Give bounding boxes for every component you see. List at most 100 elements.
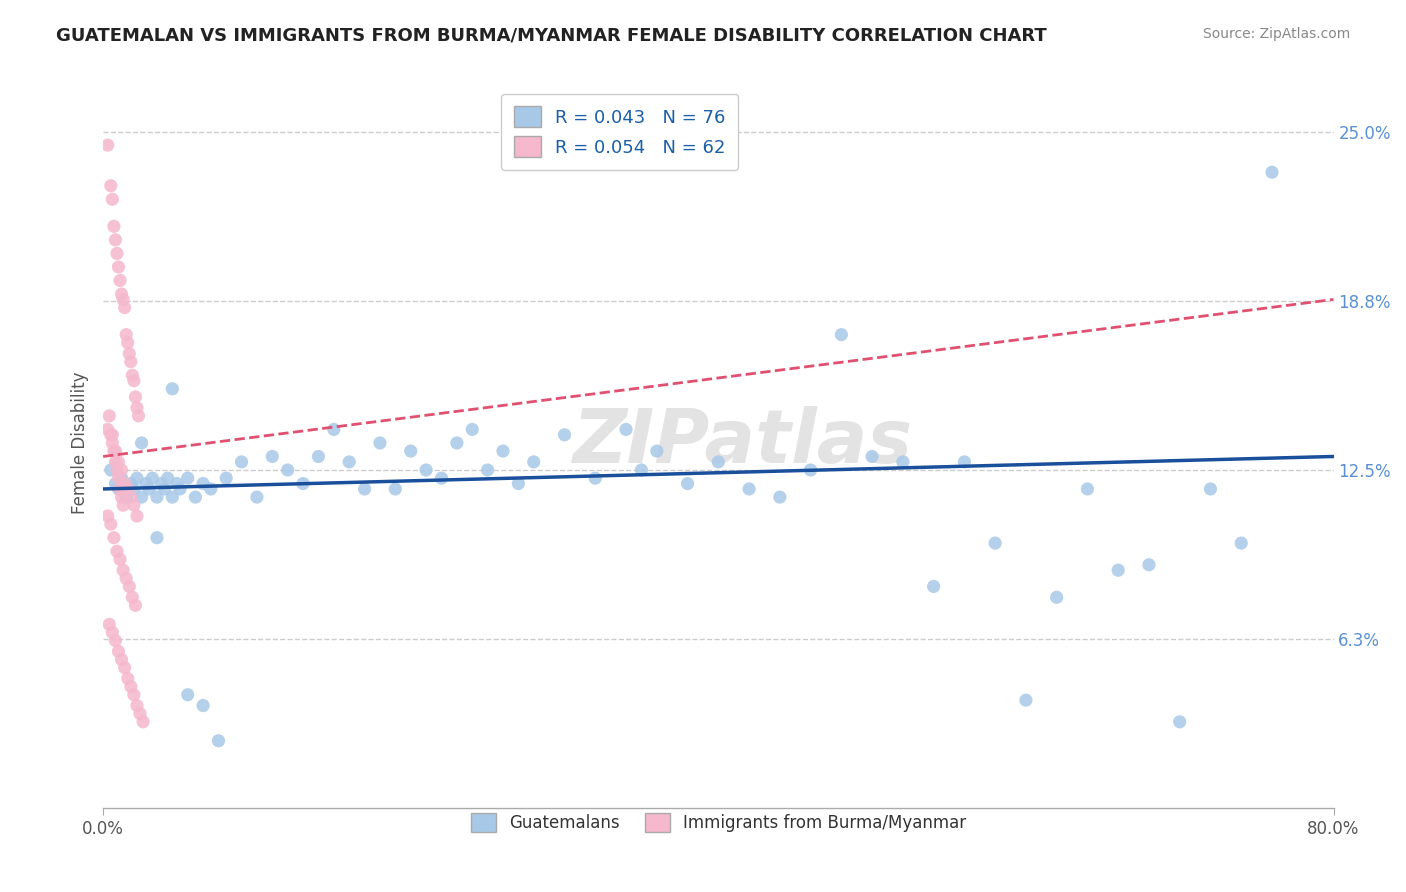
- Point: [132, 714, 155, 729]
- Point: [399, 444, 422, 458]
- Point: [115, 571, 138, 585]
- Point: [101, 625, 124, 640]
- Point: [110, 490, 132, 504]
- Point: [120, 355, 142, 369]
- Point: [150, 476, 173, 491]
- Point: [246, 490, 269, 504]
- Point: [122, 482, 145, 496]
- Point: [368, 436, 391, 450]
- Point: [1199, 482, 1222, 496]
- Point: [104, 633, 127, 648]
- Point: [583, 471, 606, 485]
- Point: [953, 455, 976, 469]
- Point: [125, 698, 148, 713]
- Point: [614, 422, 637, 436]
- Point: [107, 482, 129, 496]
- Point: [117, 672, 139, 686]
- Point: [162, 382, 184, 396]
- Point: [153, 482, 176, 496]
- Point: [738, 482, 761, 496]
- Legend: Guatemalans, Immigrants from Burma/Myanmar: Guatemalans, Immigrants from Burma/Myanm…: [458, 801, 977, 844]
- Point: [860, 450, 883, 464]
- Point: [461, 422, 484, 436]
- Point: [122, 498, 145, 512]
- Point: [1230, 536, 1253, 550]
- Point: [1046, 591, 1069, 605]
- Point: [125, 401, 148, 415]
- Point: [1076, 482, 1098, 496]
- Point: [277, 463, 299, 477]
- Point: [101, 192, 124, 206]
- Point: [97, 138, 120, 153]
- Point: [384, 482, 406, 496]
- Point: [191, 698, 214, 713]
- Point: [114, 476, 136, 491]
- Text: Source: ZipAtlas.com: Source: ZipAtlas.com: [1202, 27, 1350, 41]
- Point: [1137, 558, 1160, 572]
- Point: [207, 733, 229, 747]
- Y-axis label: Female Disability: Female Disability: [72, 372, 89, 514]
- Point: [104, 444, 127, 458]
- Point: [114, 660, 136, 674]
- Point: [492, 444, 515, 458]
- Point: [322, 422, 344, 436]
- Point: [118, 346, 141, 360]
- Text: ZIPatlas: ZIPatlas: [572, 407, 912, 479]
- Point: [922, 579, 945, 593]
- Point: [215, 471, 238, 485]
- Point: [630, 463, 652, 477]
- Point: [115, 490, 138, 504]
- Point: [118, 579, 141, 593]
- Point: [107, 644, 129, 658]
- Point: [112, 293, 135, 307]
- Point: [117, 335, 139, 350]
- Point: [891, 455, 914, 469]
- Point: [800, 463, 823, 477]
- Point: [141, 471, 163, 485]
- Point: [107, 455, 129, 469]
- Point: [477, 463, 499, 477]
- Point: [676, 476, 699, 491]
- Point: [114, 301, 136, 315]
- Point: [122, 374, 145, 388]
- Point: [100, 178, 122, 193]
- Point: [108, 552, 131, 566]
- Point: [156, 471, 179, 485]
- Point: [984, 536, 1007, 550]
- Point: [98, 409, 121, 423]
- Point: [105, 246, 128, 260]
- Point: [135, 476, 157, 491]
- Point: [191, 476, 214, 491]
- Point: [97, 422, 120, 436]
- Point: [122, 688, 145, 702]
- Point: [121, 591, 143, 605]
- Point: [108, 273, 131, 287]
- Point: [104, 476, 127, 491]
- Point: [110, 652, 132, 666]
- Point: [131, 490, 153, 504]
- Point: [769, 490, 792, 504]
- Point: [103, 444, 125, 458]
- Point: [1107, 563, 1129, 577]
- Point: [121, 368, 143, 383]
- Point: [707, 455, 730, 469]
- Point: [101, 427, 124, 442]
- Point: [125, 509, 148, 524]
- Point: [508, 476, 530, 491]
- Point: [124, 390, 146, 404]
- Point: [645, 444, 668, 458]
- Point: [415, 463, 437, 477]
- Point: [177, 471, 200, 485]
- Point: [115, 327, 138, 342]
- Point: [262, 450, 284, 464]
- Point: [115, 490, 138, 504]
- Point: [100, 427, 122, 442]
- Point: [200, 482, 222, 496]
- Point: [110, 463, 132, 477]
- Point: [124, 599, 146, 613]
- Point: [231, 455, 253, 469]
- Point: [177, 688, 200, 702]
- Point: [523, 455, 546, 469]
- Point: [120, 490, 142, 504]
- Point: [100, 517, 122, 532]
